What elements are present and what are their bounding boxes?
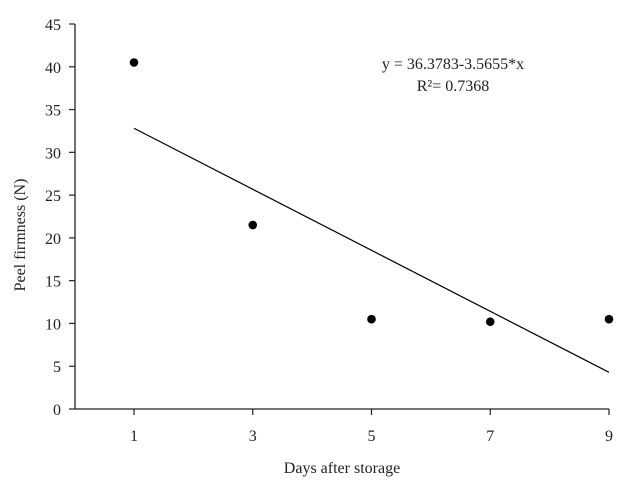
y-tick-label: 15 (45, 274, 61, 291)
y-tick-label: 35 (45, 103, 61, 120)
data-point (129, 58, 139, 67)
x-axis-title: Days after storage (284, 460, 400, 477)
y-tick-label: 30 (45, 145, 61, 162)
y-tick-label: 40 (45, 60, 61, 77)
axes (74, 24, 609, 410)
y-ticks: 0 5 10 15 20 25 30 35 40 45 (45, 17, 75, 419)
x-tick-label: 5 (368, 428, 376, 445)
y-tick-label: 25 (45, 188, 61, 205)
data-point (367, 314, 376, 324)
x-tick-label: 9 (605, 428, 613, 445)
r-squared-label: R²= 0.7368 (417, 78, 490, 95)
y-axis-title: Peel firmness (N) (12, 179, 29, 292)
x-tick-label: 7 (486, 428, 494, 445)
y-tick-label: 20 (45, 231, 61, 248)
y-tick-label: 0 (53, 402, 61, 419)
fit-line (133, 127, 610, 373)
regression-equation: y = 36.3783-3.5655*x (382, 56, 524, 73)
regression-line (133, 127, 610, 373)
x-tick-label: 3 (249, 428, 257, 445)
x-tick-label: 1 (130, 428, 138, 445)
data-point (604, 314, 614, 324)
x-ticks: 1 3 5 7 9 (130, 409, 613, 445)
y-tick-label: 10 (45, 316, 61, 333)
data-point (248, 220, 258, 230)
y-tick-label: 5 (53, 359, 61, 376)
data-point (485, 317, 495, 327)
y-tick-label: 45 (45, 17, 61, 34)
data-points (129, 58, 614, 327)
